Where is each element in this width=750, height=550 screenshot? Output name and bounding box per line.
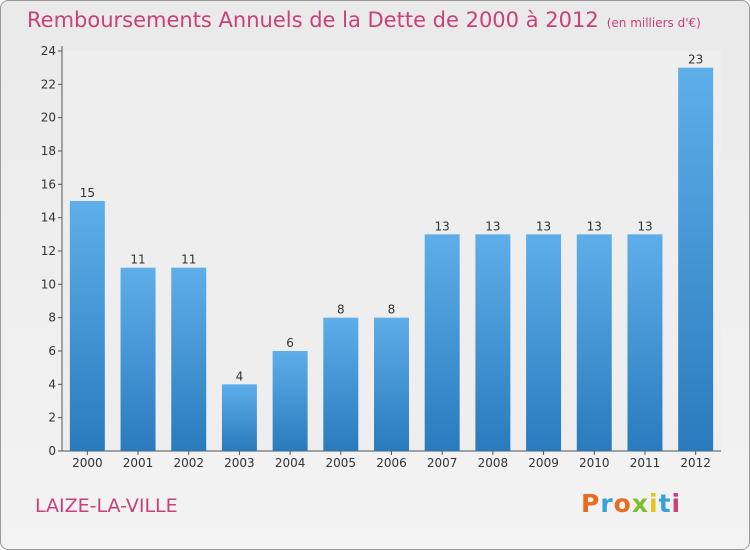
- logo-letter: r: [600, 489, 614, 518]
- bar: [221, 384, 257, 451]
- logo-letter: P: [581, 489, 601, 518]
- bar: [627, 234, 663, 451]
- x-tick-label: 2004: [275, 456, 306, 470]
- y-tick-label: 18: [41, 144, 56, 158]
- data-label: 11: [181, 253, 196, 267]
- logo-letter: i: [649, 489, 659, 518]
- data-label: 13: [435, 219, 450, 233]
- y-tick-label: 16: [41, 177, 56, 191]
- y-tick-label: 10: [41, 277, 56, 291]
- y-tick-label: 22: [41, 77, 56, 91]
- data-label: 13: [536, 219, 551, 233]
- x-tick-label: 2011: [630, 456, 661, 470]
- bar: [120, 267, 156, 451]
- x-tick-label: 2000: [72, 456, 103, 470]
- chart-subtitle: (en milliers d'€): [606, 16, 701, 30]
- y-tick-label: 0: [48, 444, 56, 458]
- logo-letter: x: [631, 489, 649, 518]
- commune-name: LAIZE-LA-VILLE: [35, 495, 178, 517]
- y-tick-label: 4: [48, 377, 56, 391]
- y-tick-label: 24: [41, 44, 56, 58]
- data-label: 4: [236, 369, 244, 383]
- data-label: 6: [286, 336, 294, 350]
- bar: [424, 234, 460, 451]
- bar: [374, 317, 409, 451]
- data-label: 23: [688, 53, 703, 67]
- data-label: 13: [587, 219, 602, 233]
- bar: [69, 201, 105, 451]
- data-label: 13: [637, 219, 652, 233]
- x-tick-label: 2008: [478, 456, 509, 470]
- y-tick-label: 12: [41, 244, 56, 258]
- bar: [576, 234, 612, 451]
- data-label: 11: [130, 253, 145, 267]
- x-tick-label: 2007: [427, 456, 458, 470]
- logo-letter: t: [658, 489, 672, 518]
- x-tick-label: 2012: [680, 456, 711, 470]
- y-tick-label: 2: [48, 411, 56, 425]
- proxiti-logo: Proxiti: [581, 489, 681, 518]
- bar: [171, 267, 207, 451]
- data-label: 8: [337, 303, 345, 317]
- x-tick-label: 2009: [528, 456, 559, 470]
- data-label: 15: [80, 186, 95, 200]
- y-tick-label: 14: [41, 211, 56, 225]
- x-tick-label: 2010: [579, 456, 610, 470]
- y-tick-label: 6: [48, 344, 56, 358]
- x-tick-label: 2005: [326, 456, 357, 470]
- logo-letter: o: [613, 489, 632, 518]
- x-tick-label: 2006: [376, 456, 407, 470]
- bar: [475, 234, 511, 451]
- y-tick-label: 20: [41, 111, 56, 125]
- bar: [526, 234, 562, 451]
- data-label: 13: [485, 219, 500, 233]
- bar: [272, 351, 308, 451]
- x-tick-label: 2002: [173, 456, 204, 470]
- chart-title: Remboursements Annuels de la Dette de 20…: [27, 8, 701, 32]
- data-label: 8: [388, 303, 396, 317]
- logo-letter: i: [671, 489, 682, 518]
- x-tick-label: 2003: [224, 456, 255, 470]
- bar: [678, 67, 714, 452]
- x-tick-label: 2001: [123, 456, 154, 470]
- y-tick-label: 8: [48, 311, 56, 325]
- bar: [323, 317, 359, 451]
